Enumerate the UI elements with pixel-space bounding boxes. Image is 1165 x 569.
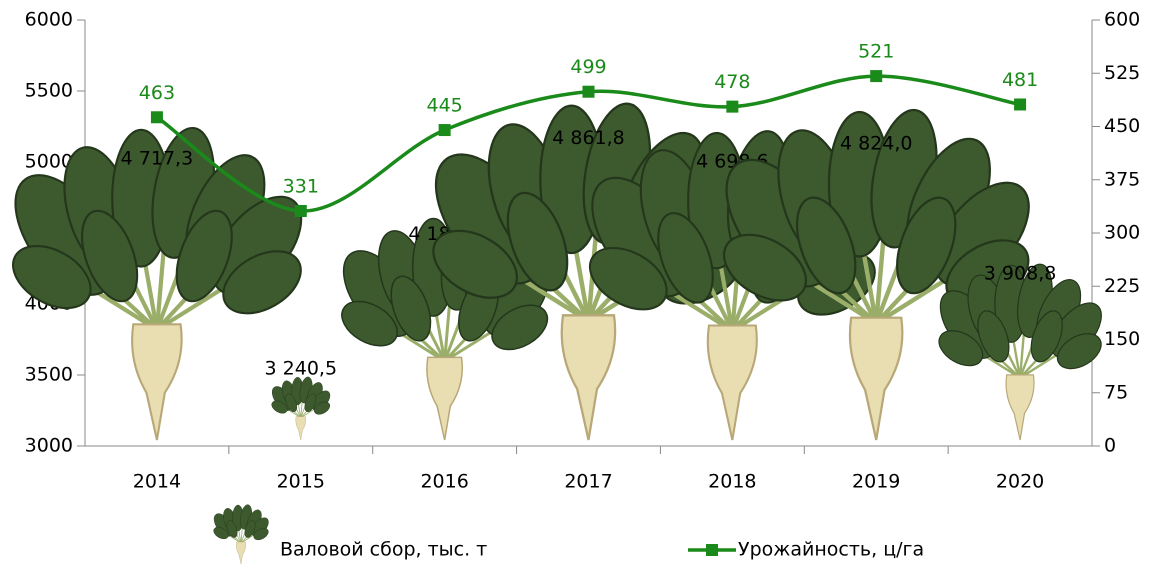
legend-label: Валовой сбор, тыс. т: [280, 539, 487, 561]
beet-bar: [268, 376, 333, 440]
x-tick-label: 2014: [133, 471, 181, 493]
line-marker: [583, 86, 595, 98]
y-tick-label: 3000: [25, 435, 73, 457]
value-label: 4 824,0: [840, 132, 913, 154]
line-marker: [151, 111, 163, 123]
y2-tick-label: 450: [1104, 115, 1140, 137]
chart: 3000350040004500500055006000075150225300…: [0, 0, 1165, 569]
y-tick-label: 6000: [25, 9, 73, 31]
y2-tick-label: 300: [1104, 222, 1140, 244]
value-label: 478: [714, 71, 750, 93]
line-marker: [1014, 98, 1026, 110]
line-marker: [726, 101, 738, 113]
y2-tick-label: 600: [1104, 9, 1140, 31]
x-tick-label: 2017: [564, 471, 612, 493]
value-label: 3 240,5: [265, 357, 338, 379]
value-label: 481: [1002, 69, 1038, 91]
y-tick-label: 3500: [25, 364, 73, 386]
value-label: 3 908,8: [984, 262, 1057, 284]
line-marker: [870, 70, 882, 82]
legend-icon: [210, 504, 271, 564]
line-marker: [439, 124, 451, 136]
y-tick-label: 5500: [25, 80, 73, 102]
value-label: 521: [858, 41, 894, 63]
x-tick-label: 2016: [420, 471, 468, 493]
value-label: 331: [283, 175, 319, 197]
y2-tick-label: 150: [1104, 328, 1140, 350]
x-tick-label: 2018: [708, 471, 756, 493]
x-tick-label: 2019: [852, 471, 900, 493]
y2-tick-label: 75: [1104, 381, 1128, 403]
y2-tick-label: 375: [1104, 168, 1140, 190]
value-label: 445: [427, 95, 463, 117]
legend-label: Урожайность, ц/га: [738, 539, 924, 561]
value-label: 499: [570, 56, 606, 78]
x-tick-label: 2020: [996, 471, 1044, 493]
value-label: 463: [139, 82, 175, 104]
value-label: 4 717,3: [121, 148, 194, 170]
line-marker: [295, 205, 307, 217]
x-tick-label: 2015: [277, 471, 325, 493]
y2-tick-label: 225: [1104, 275, 1140, 297]
y2-tick-label: 525: [1104, 62, 1140, 84]
value-label: 4 861,8: [552, 127, 625, 149]
legend-icon: [706, 544, 718, 556]
y2-tick-label: 0: [1104, 435, 1116, 457]
